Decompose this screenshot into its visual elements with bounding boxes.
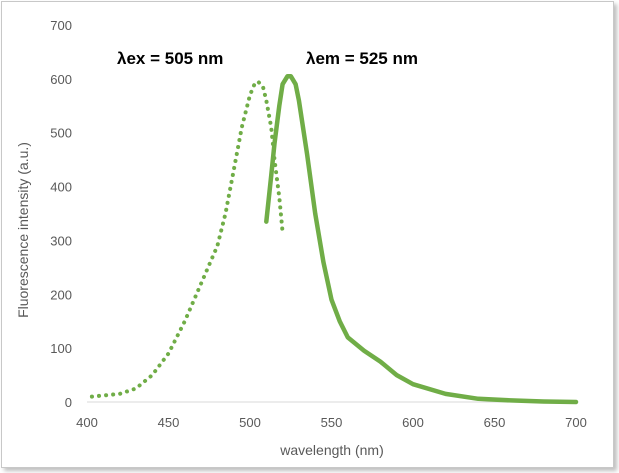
x-tick-label: 550 xyxy=(321,415,343,430)
y-tick-label: 0 xyxy=(65,395,72,410)
y-tick-label: 200 xyxy=(50,287,72,302)
x-tick-label: 650 xyxy=(484,415,506,430)
y-tick-labels: 0 100 200 300 400 500 600 700 xyxy=(50,18,72,410)
y-tick-label: 600 xyxy=(50,72,72,87)
x-axis-title: wavelength (nm) xyxy=(279,442,384,458)
emission-series-line xyxy=(264,73,579,405)
x-tick-label: 400 xyxy=(76,415,98,430)
series-layer xyxy=(89,73,579,405)
x-tick-label: 500 xyxy=(239,415,261,430)
x-tick-label: 450 xyxy=(158,415,180,430)
emission-annotation: λem = 525 nm xyxy=(306,49,418,68)
x-tick-labels: 400 450 500 550 600 650 700 xyxy=(76,415,587,430)
chart-frame xyxy=(1,1,614,468)
excitation-series-line xyxy=(89,79,285,399)
x-tick-label: 600 xyxy=(402,415,424,430)
y-axis-title: Fluorescence intensity (a.u.) xyxy=(15,142,31,318)
y-tick-label: 500 xyxy=(50,126,72,141)
x-tick-label: 700 xyxy=(565,415,587,430)
y-tick-label: 700 xyxy=(50,18,72,33)
y-tick-label: 300 xyxy=(50,233,72,248)
y-tick-label: 100 xyxy=(50,341,72,356)
excitation-annotation: λex = 505 nm xyxy=(117,49,223,68)
y-tick-label: 400 xyxy=(50,180,72,195)
